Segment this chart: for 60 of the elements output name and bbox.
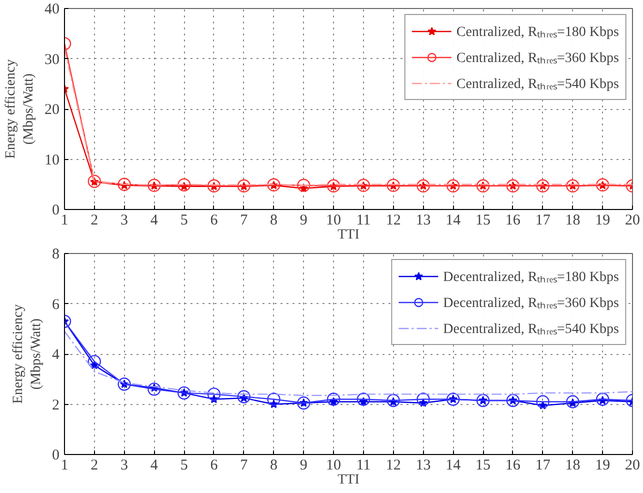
x-tick-label: 20: [625, 458, 640, 474]
y-tick-label: 8: [52, 246, 60, 262]
x-tick-label: 19: [595, 458, 610, 474]
x-tick-label: 8: [270, 212, 278, 228]
x-tick-label: 13: [416, 458, 431, 474]
x-tick-label: 17: [535, 458, 551, 474]
x-tick-label: 11: [356, 212, 371, 228]
x-tick-label: 19: [595, 212, 610, 228]
legend-label: Centralized, Rₜₕᵣₑₛ=360 Kbps: [456, 50, 619, 67]
x-tick-label: 4: [150, 212, 158, 228]
x-tick-label: 1: [60, 458, 68, 474]
y-tick-label: 6: [52, 296, 60, 313]
x-tick-label: 12: [386, 458, 401, 474]
legend-label: Decentralized, Rₜₕᵣₑₛ=540 Kbps: [443, 321, 619, 338]
x-tick-label: 8: [270, 458, 278, 474]
x-tick-label: 15: [476, 212, 491, 228]
x-tick-label: 13: [416, 212, 431, 228]
x-tick-label: 6: [210, 212, 218, 228]
y-tick-label: 2: [52, 397, 60, 414]
x-tick-label: 10: [326, 458, 342, 474]
x-tick-label: 7: [240, 458, 248, 474]
x-tick-label: 16: [505, 212, 521, 228]
y-tick-label: 0: [52, 202, 60, 218]
legend-label: Decentralized, Rₜₕᵣₑₛ=180 Kbps: [443, 269, 619, 286]
y-axis-title: Energy efficiency (Mbps/Watt): [11, 304, 44, 404]
x-tick-label: 3: [120, 212, 128, 228]
legend-label: Centralized, Rₜₕᵣₑₛ=540 Kbps: [456, 76, 619, 93]
x-tick-label: 17: [535, 212, 551, 228]
x-tick-label: 18: [565, 458, 580, 474]
x-tick-label: 14: [446, 458, 462, 474]
x-tick-label: 1: [60, 212, 68, 228]
x-tick-label: 14: [446, 212, 462, 228]
y-tick-label: 30: [44, 52, 60, 68]
x-tick-label: 7: [240, 212, 248, 228]
x-tick-label: 6: [210, 458, 218, 474]
x-tick-label: 11: [356, 458, 371, 474]
x-tick-label: 15: [476, 458, 491, 474]
x-tick-label: 20: [625, 212, 640, 228]
x-tick-label: 5: [180, 212, 188, 228]
x-tick-label: 12: [386, 212, 401, 228]
y-tick-label: 40: [44, 2, 60, 18]
x-tick-label: 9: [300, 212, 308, 228]
y-tick-label: 10: [44, 152, 60, 168]
y-axis-title: Energy efficiency (Mbps/Watt): [4, 59, 36, 159]
x-tick-label: 4: [150, 458, 158, 474]
x-tick-label: 9: [300, 458, 308, 474]
x-tick-label: 5: [180, 458, 188, 474]
x-axis-title: TTI: [338, 472, 360, 488]
legend-label: Centralized, Rₜₕᵣₑₛ=180 Kbps: [456, 24, 619, 41]
x-axis-title: TTI: [338, 228, 360, 242]
x-tick-label: 2: [90, 458, 98, 474]
y-tick-label: 0: [52, 448, 60, 464]
x-tick-label: 10: [326, 212, 342, 228]
legend-label: Decentralized, Rₜₕᵣₑₛ=360 Kbps: [443, 295, 619, 312]
x-tick-label: 2: [90, 212, 98, 228]
x-tick-label: 16: [505, 458, 521, 474]
y-tick-label: 4: [52, 347, 60, 363]
x-tick-label: 3: [120, 458, 128, 474]
x-tick-label: 18: [565, 212, 580, 228]
y-tick-label: 20: [44, 102, 60, 118]
